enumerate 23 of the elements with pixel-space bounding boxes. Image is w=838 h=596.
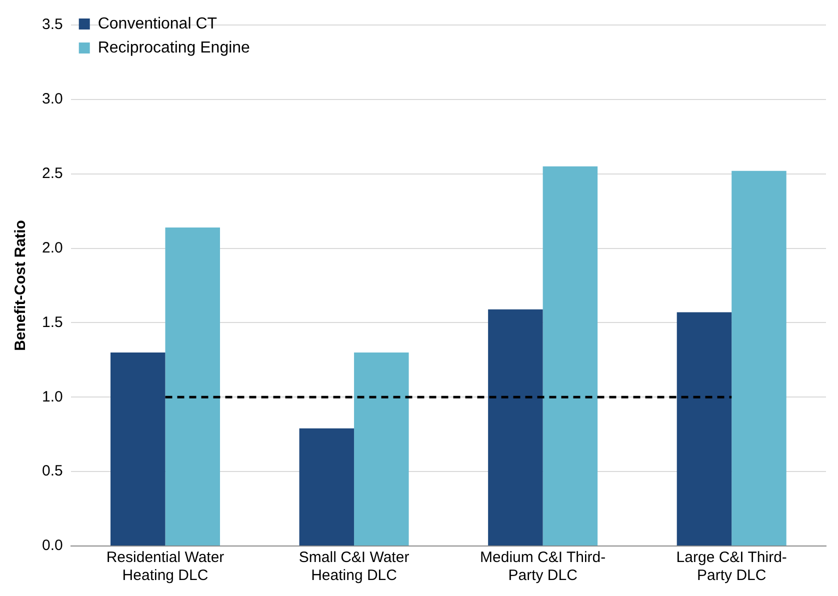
- x-tick-label: Large C&I Third-Party DLC: [676, 549, 787, 584]
- bar: [542, 166, 598, 546]
- x-tick-label: Residential Water Heating DLC: [106, 549, 224, 584]
- x-tick-label: Medium C&I Third-Party DLC: [480, 549, 606, 584]
- bar: [676, 312, 732, 546]
- y-tick-label: 1.0: [42, 388, 63, 406]
- bar: [732, 170, 786, 546]
- y-tick-label: 1.5: [42, 314, 63, 331]
- y-axis-title: Benefit-Cost Ratio: [12, 220, 30, 351]
- y-tick-label: 2.0: [42, 239, 63, 256]
- y-tick-label: 3.5: [42, 16, 63, 34]
- bar: [488, 309, 543, 546]
- legend-label: Reciprocating Engine: [98, 39, 250, 56]
- bar: [354, 352, 409, 546]
- bar: [299, 428, 354, 546]
- y-tick-label: 2.5: [42, 165, 63, 182]
- legend-label: Conventional CT: [98, 15, 218, 32]
- x-tick-label: Small C&I Water Heating DLC: [298, 549, 410, 584]
- bar: [165, 227, 220, 546]
- y-tick-label: 0.5: [42, 462, 63, 480]
- y-tick-label: 0.0: [42, 537, 63, 554]
- bar: [110, 352, 166, 546]
- y-tick-label: 3.0: [42, 90, 63, 108]
